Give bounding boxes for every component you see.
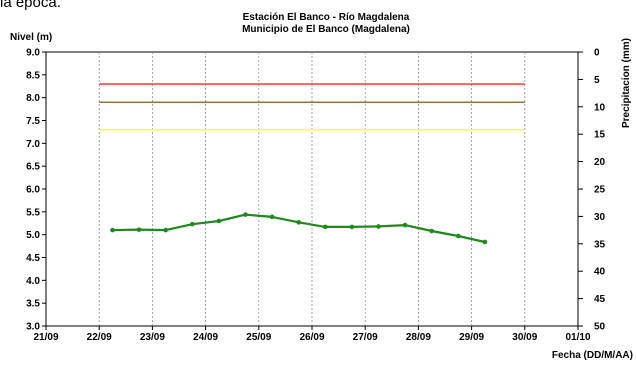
x-tick-label: 28/09 <box>406 332 431 343</box>
y-tick-label: 6.5 <box>26 162 40 173</box>
level-data-point <box>402 222 408 228</box>
y-tick-label: 7.5 <box>26 116 40 127</box>
y-tick-label: 5.5 <box>26 207 40 218</box>
y-tick-label: 8.0 <box>26 93 40 104</box>
header-text-fragment: la época. <box>0 0 61 11</box>
x-tick-label: 26/09 <box>299 332 324 343</box>
level-data-point <box>482 239 488 245</box>
chart-subtitle: Municipio de El Banco (Magdalena) <box>242 24 410 35</box>
x-tick-label: 22/09 <box>87 332 112 343</box>
y2-tick-label: 35 <box>594 239 606 250</box>
y-axis-label: Nivel (m) <box>10 32 52 43</box>
level-data-point <box>269 214 275 220</box>
y2-tick-label: 5 <box>594 75 600 86</box>
y2-tick-label: 30 <box>594 212 606 223</box>
y-tick-label: 6.0 <box>26 185 40 196</box>
level-data-point <box>216 218 222 224</box>
y-tick-label: 9.0 <box>26 48 40 59</box>
y-tick-label: 5.0 <box>26 230 40 241</box>
y2-tick-label: 0 <box>594 48 600 59</box>
y-tick-label: 3.0 <box>26 322 40 333</box>
level-data-point <box>190 221 195 227</box>
level-data-point <box>429 228 435 234</box>
y-tick-label: 3.5 <box>26 299 40 310</box>
y-tick-label: 4.0 <box>26 276 40 287</box>
y2-tick-label: 15 <box>594 130 606 141</box>
x-tick-label: 23/09 <box>140 332 165 343</box>
y2-tick-label: 45 <box>594 294 606 305</box>
x-axis-label: Fecha (DD/M/AA) <box>552 350 633 360</box>
y2-tick-label: 10 <box>594 102 606 113</box>
y-tick-label: 7.0 <box>26 139 40 150</box>
y2-tick-label: 25 <box>594 185 606 196</box>
x-tick-label: 01/10 <box>565 332 590 343</box>
level-data-point <box>296 220 302 225</box>
x-tick-label: 24/09 <box>193 332 218 343</box>
level-data-point <box>136 227 142 232</box>
y-tick-label: 4.5 <box>26 253 40 264</box>
x-tick-label: 27/09 <box>353 332 378 343</box>
y2-tick-label: 50 <box>594 322 606 333</box>
level-data-point <box>110 227 115 233</box>
level-series-line <box>112 213 486 244</box>
level-data-point <box>349 224 355 230</box>
y2-tick-label: 20 <box>594 157 606 168</box>
x-tick-label: 30/09 <box>512 332 537 343</box>
x-tick-label: 21/09 <box>33 332 58 343</box>
x-tick-label: 29/09 <box>459 332 484 343</box>
level-data-point <box>376 224 381 229</box>
level-data-point <box>163 227 168 233</box>
level-data-point <box>243 212 248 217</box>
y2-tick-label: 40 <box>594 267 606 278</box>
y-tick-label: 8.5 <box>26 70 40 81</box>
x-tick-label: 25/09 <box>246 332 271 343</box>
level-data-point <box>323 224 328 230</box>
y2-axis-label: Precipitacion (mm) <box>621 38 632 128</box>
level-data-point <box>456 233 461 239</box>
chart-title: Estación El Banco - Río Magdalena <box>243 12 410 23</box>
